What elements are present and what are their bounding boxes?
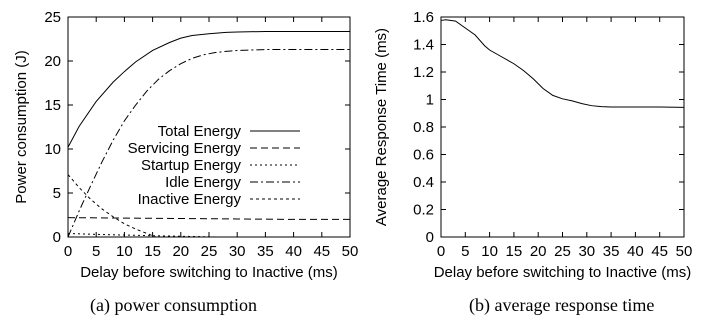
panel-caption: (a) power consumption <box>90 295 257 316</box>
series-line-inactive-energy <box>67 174 157 238</box>
x-axis-label: Delay before switching to Inactive (ms) <box>80 264 338 281</box>
x-tick-label: 30 <box>229 243 246 260</box>
y-tick-label: 1.4 <box>413 37 434 54</box>
y-tick-label: 1 <box>426 92 434 109</box>
y-tick-label: 10 <box>44 141 61 158</box>
x-tick-label: 45 <box>651 243 668 260</box>
y-tick-label: 0 <box>426 229 434 246</box>
legend-label: Total Energy <box>158 123 242 140</box>
series-line-servicing-energy <box>67 217 350 220</box>
y-tick-label: 15 <box>44 97 61 114</box>
series-line-total-energy <box>67 31 350 148</box>
x-tick-label: 25 <box>201 243 218 260</box>
x-tick-label: 50 <box>676 243 693 260</box>
panel-average-response-time: 0 5 10 15 20 25 30 35 40 45 5000.20.40.60.811.21.4… <box>373 9 692 316</box>
x-tick-label: 40 <box>285 243 302 260</box>
x-tick-label: 20 <box>530 243 547 260</box>
y-tick-label: 0.8 <box>413 119 434 136</box>
series-line <box>440 19 685 108</box>
x-tick-label: 5 <box>92 243 100 260</box>
y-tick-label: 20 <box>44 53 61 70</box>
y-tick-label: 0 <box>53 229 61 246</box>
x-tick-label: 10 <box>481 243 498 260</box>
x-tick-label: 45 <box>313 243 330 260</box>
x-tick-label: 25 <box>554 243 571 260</box>
y-tick-label: 1.2 <box>413 64 434 81</box>
panel-caption: (b) average response time <box>469 295 654 316</box>
legend-label: Inactive Energy <box>138 191 242 208</box>
x-tick-label: 35 <box>257 243 274 260</box>
legend-label: Idle Energy <box>165 174 241 191</box>
x-axis-label: Delay before switching to Inactive (ms) <box>434 264 692 281</box>
y-tick-label: 0.2 <box>413 202 434 219</box>
series-line-idle-energy <box>67 49 350 238</box>
plot-frame <box>440 16 685 238</box>
y-axis-label: Average Response Time (ms) <box>373 28 390 226</box>
legend-label: Servicing Energy <box>128 140 242 157</box>
y-tick-label: 25 <box>44 9 61 26</box>
x-tick-label: 15 <box>506 243 523 260</box>
panel-power-consumption: 0 5 10 15 20 25 30 35 40 45 50 0 5 10 15 20 25 Delay befo… <box>13 9 358 316</box>
legend-label: Startup Energy <box>141 157 242 174</box>
x-tick-label: 5 <box>461 243 469 260</box>
x-tick-label: 10 <box>116 243 133 260</box>
series-line-startup-energy <box>67 232 218 238</box>
x-tick-label: 30 <box>578 243 595 260</box>
y-tick-label: 0.6 <box>413 147 434 164</box>
x-tick-label: 15 <box>144 243 161 260</box>
x-tick-label: 35 <box>603 243 620 260</box>
y-tick-label: 5 <box>53 185 61 202</box>
x-tick-label: 50 <box>342 243 359 260</box>
y-tick-label: 1.6 <box>413 9 434 26</box>
y-tick-label: 0.4 <box>413 174 434 191</box>
x-tick-label: 0 <box>437 243 445 260</box>
x-tick-label: 20 <box>172 243 189 260</box>
y-axis-label: Power consumption (J) <box>13 50 30 203</box>
x-tick-label: 0 <box>64 243 72 260</box>
x-tick-label: 40 <box>627 243 644 260</box>
